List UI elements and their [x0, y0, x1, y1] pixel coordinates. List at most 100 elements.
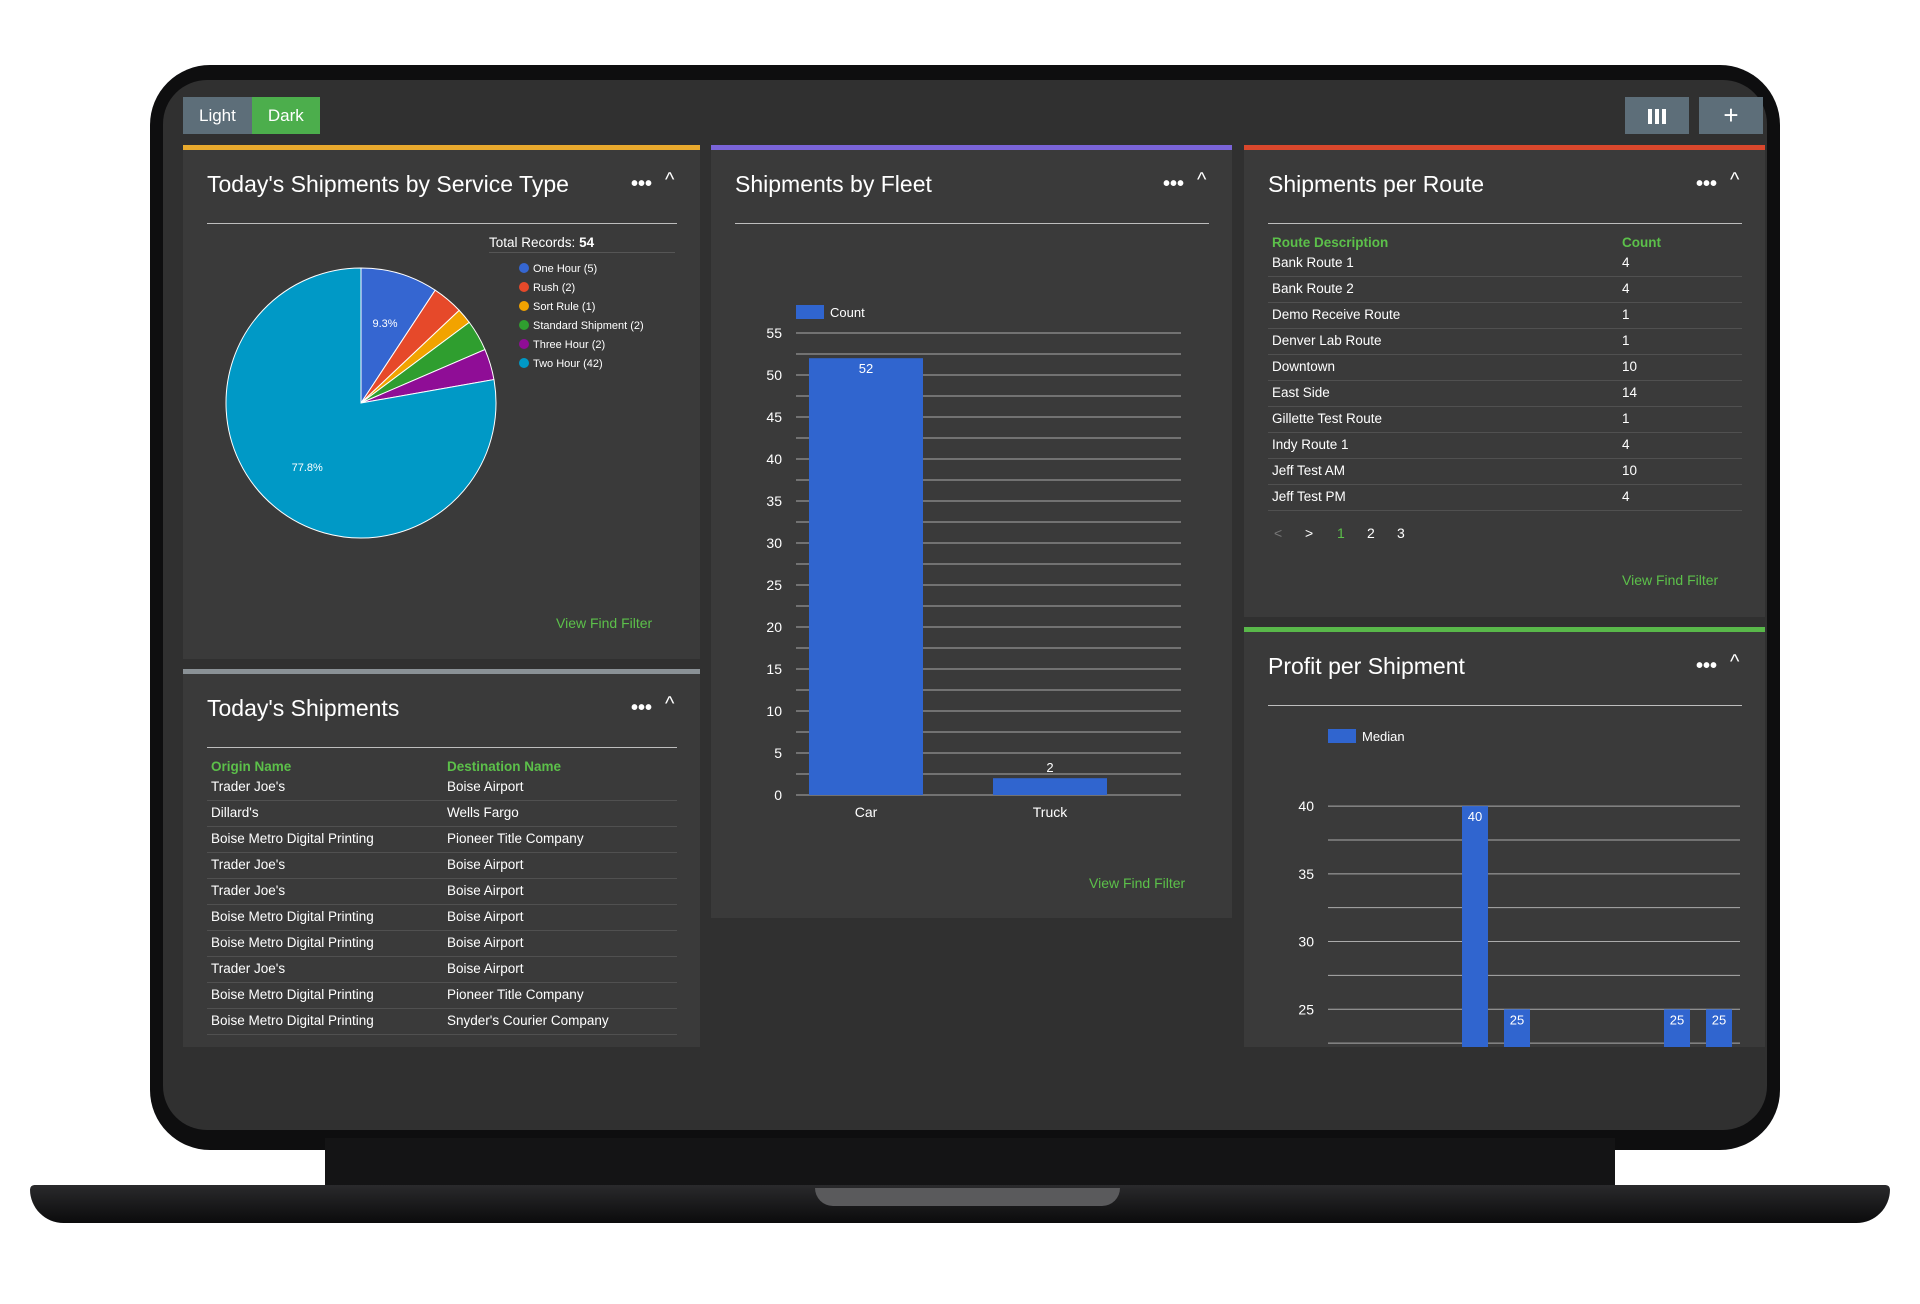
table-row[interactable]: Jeff Test AM 10: [1268, 459, 1742, 485]
page-1-button[interactable]: 1: [1337, 525, 1345, 541]
table-cell: Boise Metro Digital Printing: [211, 831, 374, 846]
view-find-filter-link[interactable]: View Find Filter: [1622, 572, 1719, 588]
total-divider: [489, 252, 675, 253]
table-cell: 10: [1622, 359, 1638, 374]
pie-legend: One Hour (5) Rush (2) Sort Rule (1) Standar…: [519, 263, 689, 373]
theme-toggle: Light Dark: [183, 97, 320, 134]
table-cell: Trader Joe's: [211, 961, 286, 976]
laptop-hinge: [325, 1138, 1615, 1188]
table-row[interactable]: Dillard's Wells Fargo: [207, 801, 677, 827]
profit-widget: Profit per Shipment ••• ^ 2025303540Medi…: [1244, 627, 1765, 1047]
page-2-button[interactable]: 2: [1367, 525, 1375, 541]
y-tick-label: 40: [1298, 798, 1314, 814]
table-row[interactable]: Jeff Test PM 4: [1268, 485, 1742, 511]
legend-label: One Hour (5): [533, 263, 598, 275]
fleet-bar-chart: 0 5 10 15 20 25 30 35 40 45 50 55 Count 52 Car 2 Truck: [766, 305, 1181, 820]
legend-item[interactable]: Standard Shipment (2): [519, 320, 644, 332]
widget-divider: [207, 747, 677, 748]
view-find-filter-link[interactable]: View Find Filter: [1089, 875, 1186, 891]
table-row[interactable]: Denver Lab Route 1: [1268, 329, 1742, 355]
table-row[interactable]: Boise Metro Digital Printing Boise Airpor…: [207, 905, 677, 931]
legend-label: Count: [830, 305, 865, 320]
table-row[interactable]: East Side 14: [1268, 381, 1742, 407]
table-row[interactable]: Trader Joe's Boise Airport: [207, 879, 677, 905]
table-cell: 4: [1622, 489, 1630, 504]
light-theme-button[interactable]: Light: [183, 97, 252, 134]
view-find-filter-link[interactable]: View Find Filter: [556, 615, 653, 631]
collapse-icon[interactable]: ^: [665, 693, 675, 715]
profit-bar-chart: 2025303540Median4025202525: [1298, 729, 1740, 1047]
legend-label: Rush (2): [533, 282, 576, 294]
column-header[interactable]: Origin Name: [211, 759, 292, 774]
table-row[interactable]: Downtown 10: [1268, 355, 1742, 381]
table-row[interactable]: Boise Metro Digital Printing Pioneer Titl…: [207, 827, 677, 853]
widget-accent-bar: [183, 145, 700, 150]
table-row[interactable]: Trader Joe's Boise Airport: [207, 775, 677, 801]
collapse-icon[interactable]: ^: [1730, 651, 1740, 673]
table-cell: Boise Metro Digital Printing: [211, 987, 374, 1002]
widget-menu-icon[interactable]: •••: [631, 173, 653, 195]
pie-slice-label: 9.3%: [372, 318, 397, 330]
widget-divider: [1268, 705, 1742, 706]
widget-accent-bar: [183, 669, 700, 674]
prev-page-button[interactable]: <: [1274, 525, 1283, 541]
legend-swatch: [519, 339, 529, 349]
table-row[interactable]: Boise Metro Digital Printing Snyder's Cou…: [207, 1009, 677, 1035]
legend-item[interactable]: Rush (2): [519, 282, 575, 294]
next-page-button[interactable]: >: [1305, 525, 1314, 541]
collapse-icon[interactable]: ^: [1197, 169, 1207, 191]
bar-data-label: 25: [1670, 1012, 1684, 1027]
legend-swatch: [519, 301, 529, 311]
legend-item[interactable]: Three Hour (2): [519, 339, 605, 351]
table-row[interactable]: Indy Route 1 4: [1268, 433, 1742, 459]
y-tick-label: 55: [766, 325, 782, 341]
table-cell: Trader Joe's: [211, 883, 286, 898]
page-3-button[interactable]: 3: [1397, 525, 1405, 541]
table-cell: 14: [1622, 385, 1638, 400]
routes-widget: Shipments per Route ••• ^ Route Descript…: [1244, 145, 1765, 617]
y-tick-label: 30: [1298, 934, 1314, 950]
fleet-widget: Shipments by Fleet ••• ^ 0 5 10 15 20 25 30 35 4…: [711, 145, 1232, 918]
legend-item[interactable]: Sort Rule (1): [519, 301, 595, 313]
column-header[interactable]: Route Description: [1272, 235, 1389, 250]
y-tick-label: 25: [1298, 1001, 1314, 1017]
bar-data-label: 25: [1510, 1012, 1524, 1027]
table-cell: Denver Lab Route: [1272, 333, 1382, 348]
y-tick-label: 0: [774, 787, 782, 803]
table-cell: Trader Joe's: [211, 857, 286, 872]
dark-theme-button[interactable]: Dark: [251, 97, 320, 134]
collapse-icon[interactable]: ^: [665, 169, 675, 191]
widget-menu-icon[interactable]: •••: [631, 697, 653, 719]
widget-title: Profit per Shipment: [1268, 653, 1465, 679]
table-cell: 4: [1622, 255, 1630, 270]
table-row[interactable]: Trader Joe's Boise Airport: [207, 853, 677, 879]
table-row[interactable]: Boise Metro Digital Printing Boise Airpor…: [207, 931, 677, 957]
y-tick-label: 30: [766, 535, 782, 551]
table-cell: Trader Joe's: [211, 779, 286, 794]
widget-menu-icon[interactable]: •••: [1163, 173, 1185, 195]
legend-item[interactable]: Two Hour (42): [519, 358, 603, 370]
table-row[interactable]: Boise Metro Digital Printing Pioneer Titl…: [207, 983, 677, 1009]
widget-divider: [735, 223, 1209, 224]
table-cell: Snyder's Courier Company: [447, 1013, 609, 1028]
columns-layout-button[interactable]: [1625, 97, 1689, 134]
widget-menu-icon[interactable]: •••: [1696, 173, 1718, 195]
table-cell: 1: [1622, 411, 1630, 426]
legend-label: Three Hour (2): [533, 339, 606, 351]
column-header[interactable]: Destination Name: [447, 759, 562, 774]
bar: [993, 778, 1107, 795]
table-row[interactable]: Bank Route 2 4: [1268, 277, 1742, 303]
table-cell: 4: [1622, 437, 1630, 452]
table-cell: Boise Airport: [447, 883, 524, 898]
add-widget-button[interactable]: +: [1699, 97, 1763, 134]
legend-swatch: [519, 282, 529, 292]
widget-menu-icon[interactable]: •••: [1696, 655, 1718, 677]
table-row[interactable]: Demo Receive Route 1: [1268, 303, 1742, 329]
table-row[interactable]: Gillette Test Route 1: [1268, 407, 1742, 433]
column-header[interactable]: Count: [1622, 235, 1661, 250]
table-row[interactable]: Trader Joe's Boise Airport: [207, 957, 677, 983]
bar: [1462, 806, 1488, 1047]
legend-item[interactable]: One Hour (5): [519, 263, 597, 275]
table-row[interactable]: Bank Route 1 4: [1268, 251, 1742, 277]
collapse-icon[interactable]: ^: [1730, 169, 1740, 191]
